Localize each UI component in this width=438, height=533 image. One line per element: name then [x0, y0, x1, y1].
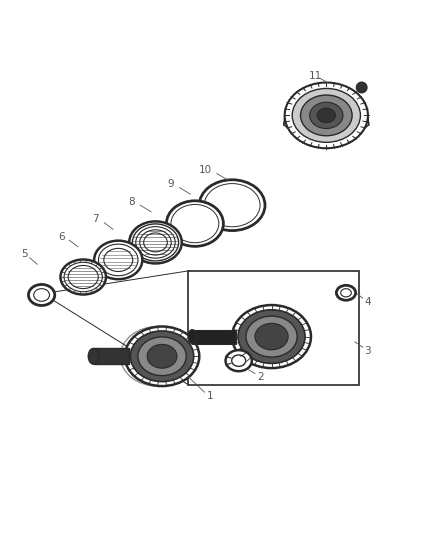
- Ellipse shape: [88, 349, 99, 364]
- Ellipse shape: [68, 265, 98, 288]
- Text: 5: 5: [21, 249, 28, 259]
- Text: 1: 1: [207, 391, 214, 401]
- Text: 2: 2: [257, 372, 264, 382]
- Ellipse shape: [132, 224, 179, 261]
- Text: 3: 3: [364, 345, 371, 356]
- Text: 11: 11: [309, 71, 322, 81]
- Ellipse shape: [60, 260, 106, 295]
- Ellipse shape: [131, 331, 194, 382]
- Ellipse shape: [104, 248, 133, 271]
- Ellipse shape: [166, 201, 223, 246]
- Text: 10: 10: [199, 165, 212, 175]
- Text: 7: 7: [92, 214, 99, 224]
- Text: 6: 6: [58, 232, 65, 242]
- Ellipse shape: [232, 305, 311, 368]
- Ellipse shape: [99, 244, 138, 276]
- Ellipse shape: [140, 230, 171, 255]
- Ellipse shape: [64, 262, 102, 292]
- Ellipse shape: [341, 289, 351, 297]
- Ellipse shape: [226, 350, 252, 371]
- Bar: [188, 271, 359, 385]
- Ellipse shape: [238, 310, 305, 364]
- Ellipse shape: [292, 88, 360, 142]
- Ellipse shape: [34, 289, 49, 301]
- Ellipse shape: [300, 95, 352, 136]
- Ellipse shape: [285, 83, 368, 148]
- Ellipse shape: [317, 108, 336, 123]
- Ellipse shape: [255, 324, 288, 350]
- Ellipse shape: [144, 233, 167, 252]
- Ellipse shape: [310, 102, 343, 128]
- Ellipse shape: [246, 316, 297, 357]
- Ellipse shape: [204, 183, 260, 227]
- Bar: [93, 349, 129, 364]
- Ellipse shape: [336, 285, 356, 300]
- Text: 8: 8: [128, 197, 135, 207]
- Ellipse shape: [171, 205, 219, 243]
- Text: 4: 4: [364, 296, 371, 306]
- Ellipse shape: [357, 82, 367, 93]
- Bar: [192, 329, 236, 344]
- Ellipse shape: [28, 285, 55, 305]
- Ellipse shape: [94, 241, 142, 279]
- Ellipse shape: [125, 327, 199, 386]
- Ellipse shape: [199, 180, 265, 231]
- Ellipse shape: [232, 355, 246, 366]
- Ellipse shape: [147, 344, 177, 368]
- Ellipse shape: [138, 337, 186, 376]
- Ellipse shape: [188, 329, 197, 344]
- Text: 9: 9: [167, 179, 174, 189]
- Ellipse shape: [136, 227, 175, 258]
- Ellipse shape: [129, 221, 182, 263]
